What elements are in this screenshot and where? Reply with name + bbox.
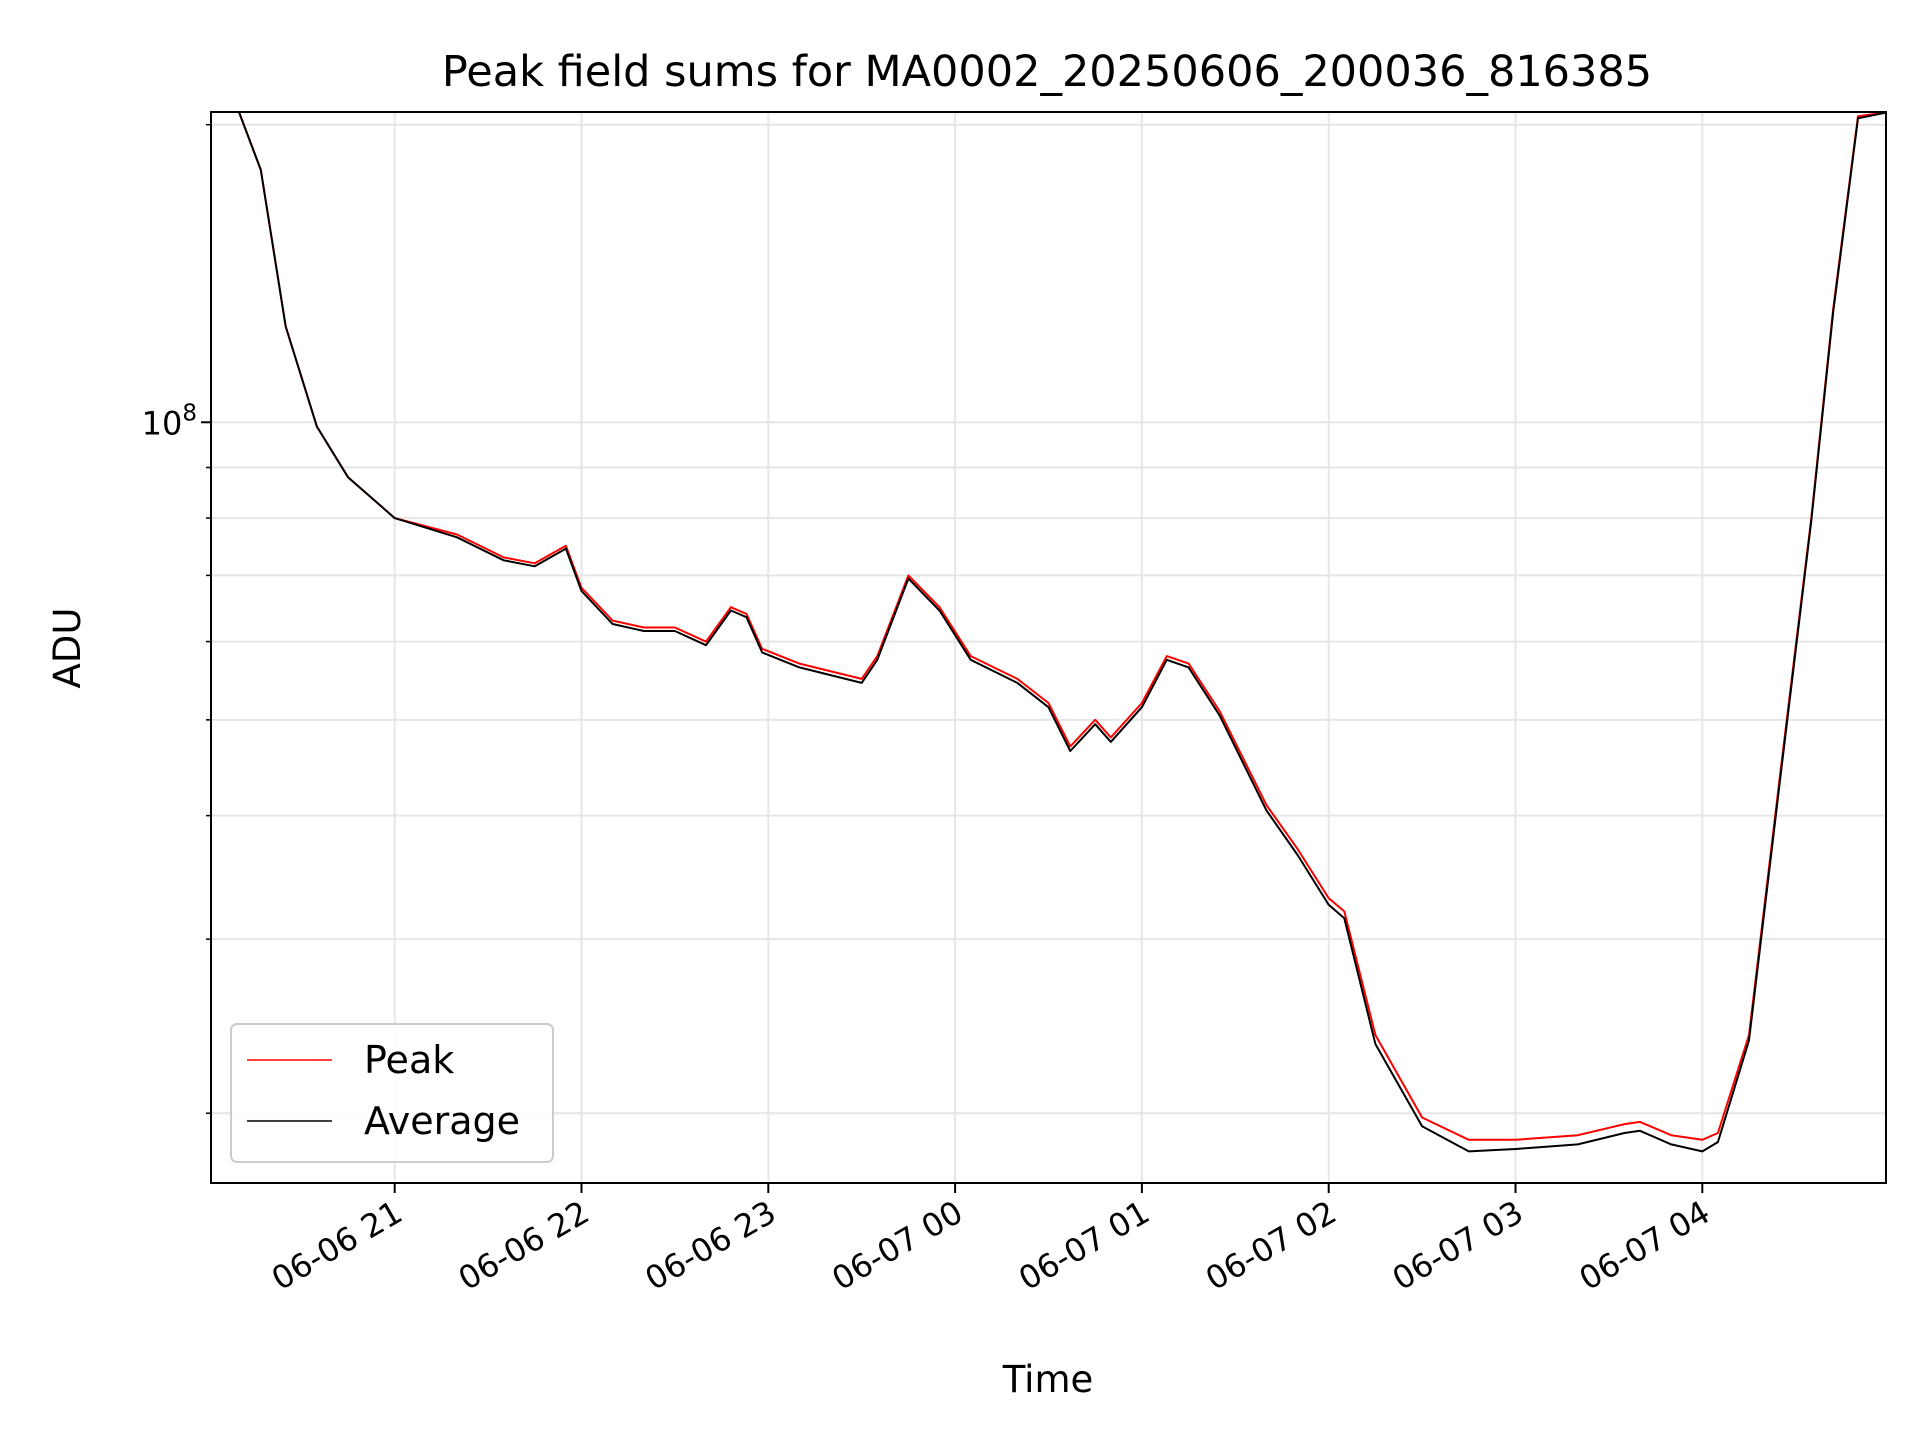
plot-area [210, 111, 1887, 1184]
series-line-average [211, 112, 1886, 1153]
chart-title: Peak field sums for MA0002_20250606_2000… [442, 47, 1652, 97]
x-axis-label: Time [1002, 1358, 1094, 1401]
y-axis-label: ADU [46, 608, 89, 689]
legend-box [230, 1023, 554, 1163]
y-tick-label: 108 [142, 400, 197, 442]
series-lines [211, 112, 1886, 1153]
y-axis: 108 [142, 123, 211, 1114]
legend-label-peak: Peak [364, 1038, 454, 1082]
series-line-peak [211, 112, 1886, 1141]
legend: Peak Average [230, 1023, 554, 1163]
legend-label-average: Average [364, 1099, 520, 1143]
